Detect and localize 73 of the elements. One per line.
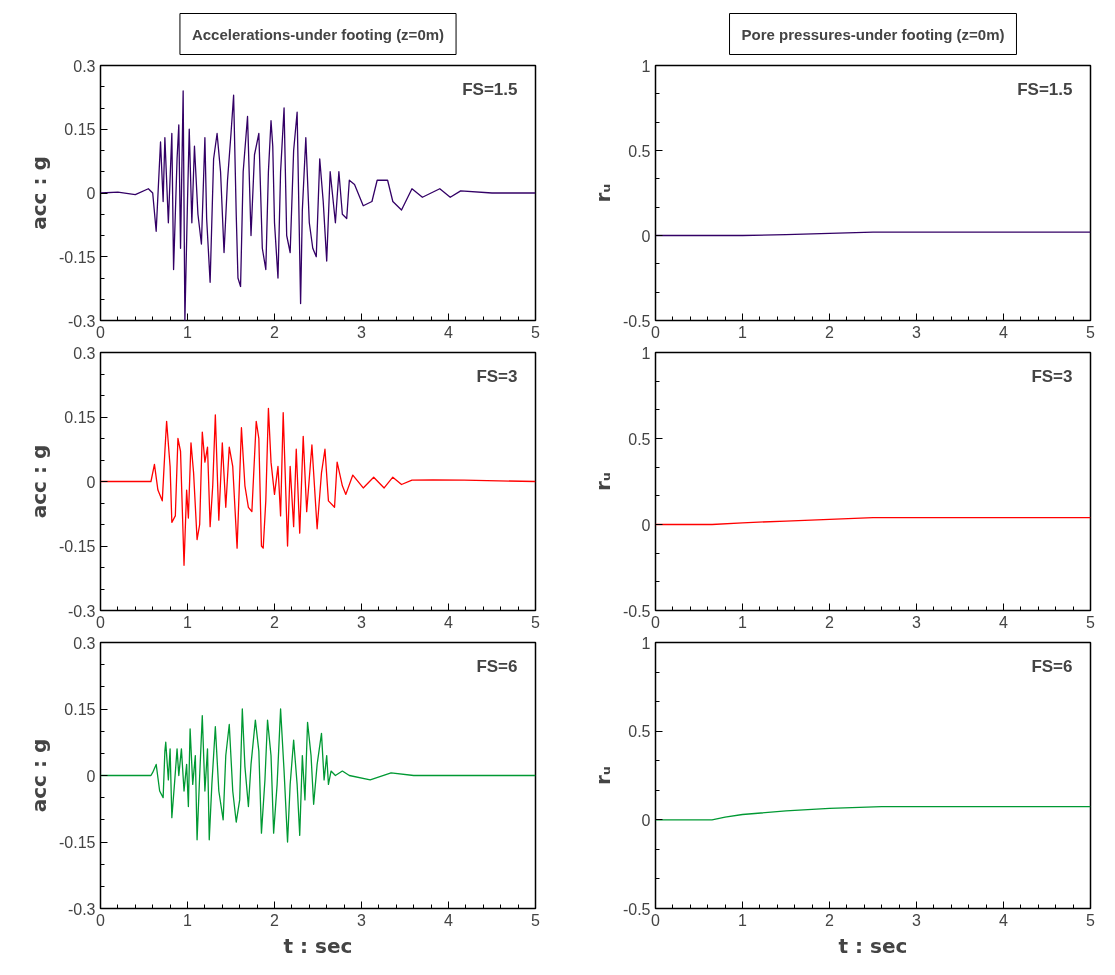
x-tick-label: 4 — [999, 323, 1009, 341]
chart-title: Pore pressures-under footing (z=0m) — [741, 25, 1005, 43]
x-tick-label: 4 — [999, 613, 1009, 631]
x-tick-label: 3 — [357, 911, 367, 929]
y-tick-label: 0 — [641, 227, 651, 245]
annotation: FS=3 — [1031, 366, 1073, 386]
annotation: FS=3 — [476, 366, 518, 386]
x-tick-label: 2 — [825, 323, 835, 341]
x-tick-label: 5 — [531, 911, 541, 929]
y-tick-label: -0.3 — [67, 602, 96, 620]
y-tick-label: 1 — [641, 634, 651, 652]
x-tick-label: 3 — [912, 613, 922, 631]
x-tick-label: 1 — [183, 613, 193, 631]
x-tick-label: 5 — [531, 323, 541, 341]
y-tick-label: 0 — [86, 767, 96, 785]
x-tick-label: 3 — [357, 323, 367, 341]
x-tick-label: 4 — [444, 911, 454, 929]
y-tick-label: -0.15 — [59, 248, 96, 266]
x-tick-label: 2 — [825, 911, 835, 929]
x-tick-label: 5 — [531, 613, 541, 631]
y-tick-label: -0.3 — [67, 900, 96, 918]
x-axis-title: t : sec — [838, 933, 908, 958]
x-tick-label: 5 — [1086, 911, 1096, 929]
y-axis-title: rᵤ — [590, 472, 615, 491]
y-tick-label: 1 — [641, 344, 651, 362]
y-tick-label: 0.3 — [73, 57, 96, 75]
x-tick-label: 1 — [738, 911, 748, 929]
x-tick-label: 5 — [1086, 323, 1096, 341]
y-axis-title: acc : g — [27, 156, 52, 230]
y-tick-label: -0.15 — [59, 538, 96, 555]
y-axis-title: acc : g — [27, 738, 52, 813]
annotation: FS=6 — [1031, 656, 1073, 676]
x-tick-label: 1 — [183, 323, 193, 341]
x-axis-title: t : sec — [283, 933, 353, 958]
annotation: FS=1.5 — [1017, 79, 1073, 99]
y-tick-label: 0 — [86, 185, 96, 202]
x-tick-label: 2 — [270, 613, 280, 631]
x-tick-label: 4 — [999, 911, 1009, 929]
x-tick-label: 4 — [444, 613, 454, 631]
y-tick-label: 0 — [641, 811, 651, 829]
y-tick-label: 0.15 — [64, 121, 96, 139]
y-tick-label: 0.3 — [73, 634, 96, 652]
x-tick-label: 3 — [912, 323, 922, 341]
chart-title: Accelerations-under footing (z=0m) — [191, 25, 445, 43]
x-tick-label: 5 — [1086, 613, 1096, 631]
y-tick-label: -0.5 — [622, 602, 651, 620]
x-tick-label: 1 — [738, 323, 748, 341]
annotation: FS=6 — [476, 656, 518, 676]
x-tick-label: 4 — [444, 323, 454, 341]
y-tick-label: 0.5 — [628, 723, 651, 741]
x-tick-label: 1 — [183, 911, 193, 929]
x-tick-label: 3 — [357, 613, 367, 631]
x-tick-label: 1 — [738, 613, 748, 631]
annotation: FS=1.5 — [462, 79, 518, 99]
y-axis-title: rᵤ — [590, 766, 615, 785]
y-tick-label: 0 — [86, 473, 96, 491]
y-axis-title: rᵤ — [590, 183, 615, 203]
x-tick-label: 3 — [912, 911, 922, 929]
x-tick-label: 2 — [825, 613, 835, 631]
y-axis-title: acc : g — [27, 444, 52, 519]
y-tick-label: -0.5 — [622, 312, 651, 330]
y-tick-label: -0.15 — [59, 834, 96, 851]
y-tick-label: 0.5 — [628, 142, 651, 160]
y-tick-label: 0.5 — [628, 430, 651, 448]
y-tick-label: 0.3 — [73, 344, 96, 362]
y-tick-label: 0 — [641, 516, 651, 534]
y-tick-label: 0.15 — [64, 409, 96, 426]
y-tick-label: 1 — [641, 57, 651, 75]
x-tick-label: 2 — [270, 323, 280, 341]
y-tick-label: -0.5 — [622, 900, 651, 918]
x-tick-label: 2 — [270, 911, 280, 929]
y-tick-label: -0.3 — [67, 312, 96, 330]
y-tick-label: 0.15 — [64, 701, 96, 718]
